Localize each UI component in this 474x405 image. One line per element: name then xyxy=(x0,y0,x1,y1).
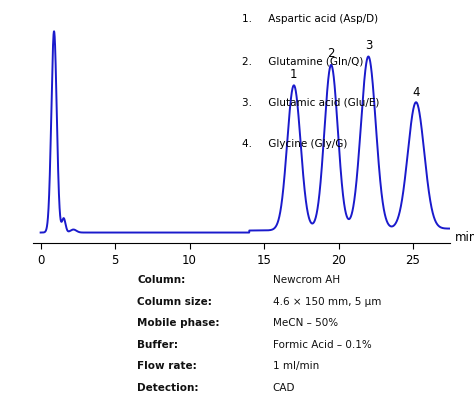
Text: Flow rate:: Flow rate: xyxy=(137,360,197,371)
Text: CAD: CAD xyxy=(273,382,295,392)
Text: 4.     Glycine (Gly/G): 4. Glycine (Gly/G) xyxy=(242,139,347,149)
Text: Buffer:: Buffer: xyxy=(137,339,178,349)
Text: 4: 4 xyxy=(412,85,420,98)
Text: Column size:: Column size: xyxy=(137,296,212,306)
Text: Mobile phase:: Mobile phase: xyxy=(137,318,220,327)
Text: min: min xyxy=(455,230,474,243)
Text: MeCN – 50%: MeCN – 50% xyxy=(273,318,338,327)
Text: 1.     Aspartic acid (Asp/D): 1. Aspartic acid (Asp/D) xyxy=(242,15,378,24)
Text: 1 ml/min: 1 ml/min xyxy=(273,360,319,371)
Text: 1: 1 xyxy=(290,68,298,81)
Text: 2.     Glutamine (Gln/Q): 2. Glutamine (Gln/Q) xyxy=(242,56,363,66)
Text: 2: 2 xyxy=(328,47,335,60)
Text: Formic Acid – 0.1%: Formic Acid – 0.1% xyxy=(273,339,372,349)
Text: Newcrom AH: Newcrom AH xyxy=(273,274,340,284)
Text: Detection:: Detection: xyxy=(137,382,199,392)
Text: 3: 3 xyxy=(365,39,372,52)
Text: Column:: Column: xyxy=(137,274,185,284)
Text: 4.6 × 150 mm, 5 μm: 4.6 × 150 mm, 5 μm xyxy=(273,296,381,306)
Text: 3.     Glutamic acid (Glu/E): 3. Glutamic acid (Glu/E) xyxy=(242,98,379,108)
